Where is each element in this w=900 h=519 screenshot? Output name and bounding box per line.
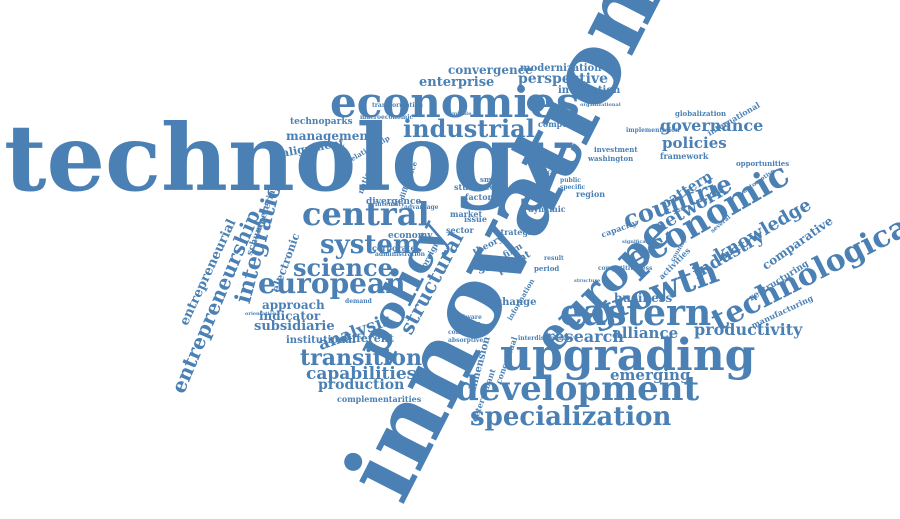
cloud-word: competitiveness (598, 265, 653, 272)
cloud-word: composite (538, 119, 584, 129)
cloud-word: change (496, 297, 537, 308)
cloud-word: market (450, 209, 483, 219)
cloud-word: framework (660, 151, 709, 161)
cloud-word: european (258, 267, 406, 300)
cloud-word: middle (452, 111, 472, 117)
cloud-word: demand (345, 298, 372, 305)
cloud-word: economy (388, 231, 433, 241)
cloud-word: specific (560, 184, 586, 191)
cloud-word: socialist (540, 169, 568, 176)
cloud-word: macroeconomic (360, 114, 414, 121)
cloud-word: issue (464, 214, 487, 224)
cloud-word: transition (300, 345, 422, 371)
cloud-word: industrial (403, 114, 535, 143)
cloud-word: region (576, 189, 606, 199)
cloud-word: approach (262, 298, 325, 312)
cloud-word: interdisciplinary (518, 335, 574, 342)
cloud-word: washington (588, 154, 634, 163)
cloud-word: interaction (558, 85, 621, 96)
cloud-word: modernization (520, 63, 602, 74)
cloud-word: dynamic (528, 204, 566, 214)
cloud-word: orientation (245, 311, 277, 317)
cloud-word: productivity (694, 320, 803, 339)
cloud-word: capabilities (306, 364, 417, 384)
cloud-word: smart (480, 175, 503, 184)
cloud-word: sector (446, 225, 474, 235)
cloud-word: central (302, 195, 430, 233)
cloud-word: subsidiarie (254, 319, 335, 334)
cloud-word: administration (375, 251, 425, 258)
cloud-word: divergence (366, 197, 422, 207)
cloud-word: enterprise (419, 75, 495, 90)
cloud-word: complementarities (337, 394, 422, 404)
cloud-word: computer (448, 329, 481, 336)
cloud-word: significant (622, 239, 652, 245)
cloud-word: software (453, 314, 482, 321)
cloud-word: indicator (259, 309, 321, 323)
cloud-word: implementation (626, 127, 680, 134)
cloud-word: advantage (404, 204, 439, 211)
cloud-word: economies (330, 78, 580, 127)
cloud-word: production (318, 377, 405, 393)
cloud-word: transformation (372, 102, 423, 109)
cloud-word: eastern (560, 292, 712, 334)
cloud-word: specialization (470, 402, 672, 432)
cloud-word: development (455, 369, 700, 409)
cloud-word: factor (465, 192, 492, 202)
cloud-word: policies (662, 134, 727, 152)
cloud-word: global (478, 261, 517, 274)
cloud-word: governance (660, 116, 764, 135)
cloud-word: emerging (610, 366, 691, 384)
cloud-word: upgrading (500, 330, 756, 381)
cloud-word: science (293, 253, 393, 282)
cloud-word: opportunities (736, 159, 790, 168)
cloud-word: alliance (612, 324, 679, 342)
cloud-word: intensity (375, 201, 405, 208)
cloud-word: scientific (454, 322, 485, 329)
cloud-word: corporate (372, 243, 416, 253)
cloud-word: perspective (518, 71, 609, 87)
cloud-word: result (544, 255, 564, 262)
cloud-word: studies (454, 182, 487, 192)
cloud-word: organizational (580, 102, 621, 108)
cloud-word: convergence (448, 63, 533, 77)
cloud-word: globalization (675, 109, 727, 118)
cloud-word: technology (4, 104, 571, 212)
cloud-word: system (320, 230, 421, 260)
cloud-word: structure (574, 278, 601, 284)
cloud-word: income (476, 182, 509, 192)
cloud-word: absorptive (448, 337, 484, 344)
cloud-word: business (614, 291, 673, 305)
cloud-word: strategic (496, 227, 536, 237)
cloud-word: technoparks (290, 117, 353, 127)
cloud-word: different (340, 332, 394, 345)
cloud-word: research (546, 327, 624, 346)
cloud-word: management (286, 129, 374, 143)
cloud-word: period (534, 264, 560, 273)
cloud-word: public (560, 177, 581, 184)
cloud-word: investment (594, 145, 638, 154)
cloud-word: institutional (286, 335, 356, 346)
